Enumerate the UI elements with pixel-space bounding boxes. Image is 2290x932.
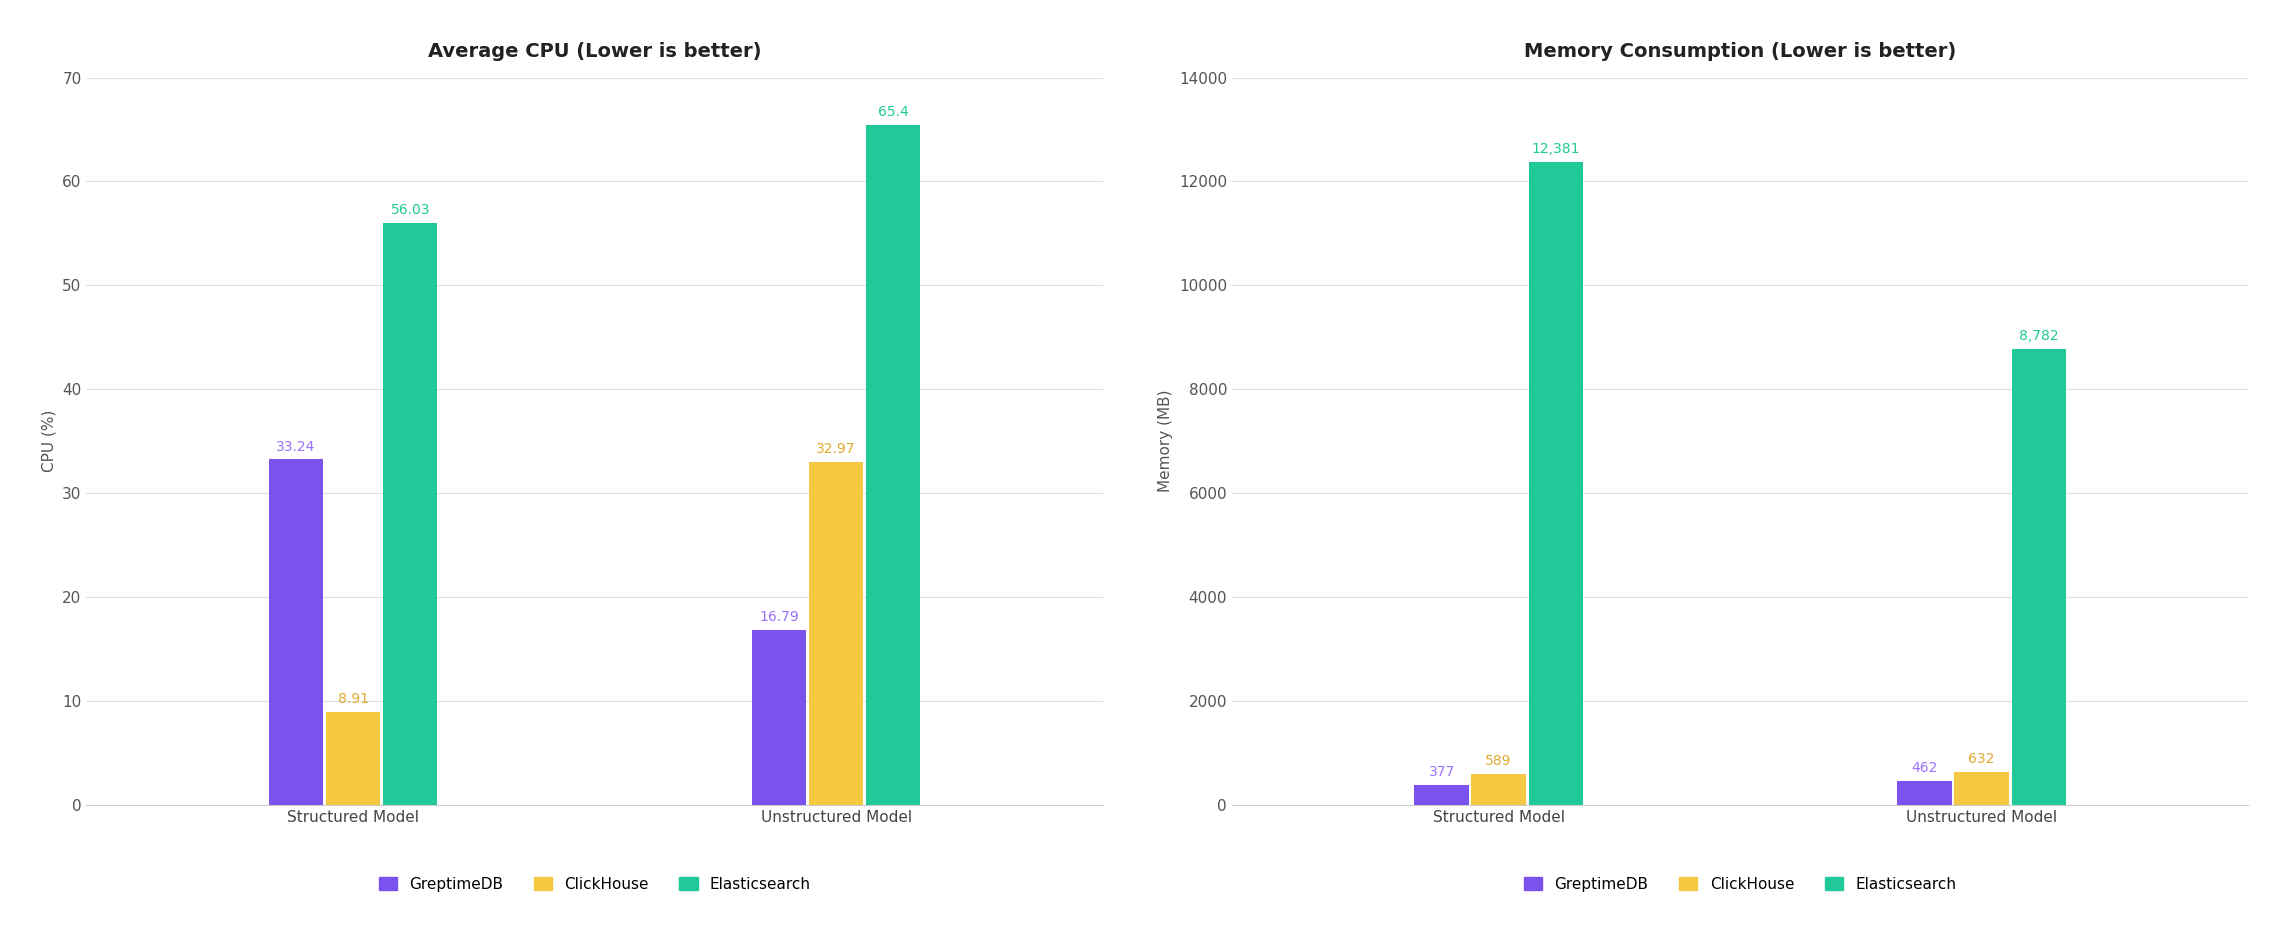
Bar (1415, 785, 1468, 804)
Text: 462: 462 (1912, 761, 1937, 774)
Bar (1953, 772, 2008, 804)
Title: Average CPU (Lower is better): Average CPU (Lower is better) (428, 42, 760, 61)
Text: 65.4: 65.4 (877, 105, 909, 119)
Bar (1898, 781, 1951, 804)
Y-axis label: Memory (MB): Memory (MB) (1159, 390, 1172, 492)
Title: Memory Consumption (Lower is better): Memory Consumption (Lower is better) (1525, 42, 1956, 61)
Text: 56.03: 56.03 (392, 203, 431, 217)
Text: 8,782: 8,782 (2020, 329, 2059, 343)
Bar (2011, 349, 2066, 804)
Bar (382, 223, 437, 804)
Text: 16.79: 16.79 (760, 610, 799, 624)
Bar (808, 462, 863, 804)
Text: 33.24: 33.24 (277, 440, 316, 454)
Text: 377: 377 (1429, 765, 1454, 779)
Legend: GreptimeDB, ClickHouse, Elasticsearch: GreptimeDB, ClickHouse, Elasticsearch (378, 876, 811, 892)
Legend: GreptimeDB, ClickHouse, Elasticsearch: GreptimeDB, ClickHouse, Elasticsearch (1525, 876, 1956, 892)
Text: 12,381: 12,381 (1532, 142, 1580, 156)
Bar (1472, 774, 1525, 804)
Bar (1527, 161, 1582, 804)
Text: 32.97: 32.97 (818, 443, 856, 457)
Bar (268, 459, 323, 804)
Bar (751, 630, 806, 804)
Text: 8.91: 8.91 (337, 692, 369, 706)
Bar (325, 712, 380, 804)
Bar (866, 125, 921, 804)
Text: 589: 589 (1486, 754, 1511, 768)
Text: 632: 632 (1969, 752, 1995, 766)
Y-axis label: CPU (%): CPU (%) (41, 410, 57, 473)
